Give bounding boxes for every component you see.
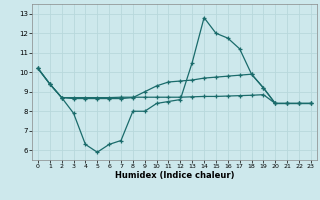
- X-axis label: Humidex (Indice chaleur): Humidex (Indice chaleur): [115, 171, 234, 180]
